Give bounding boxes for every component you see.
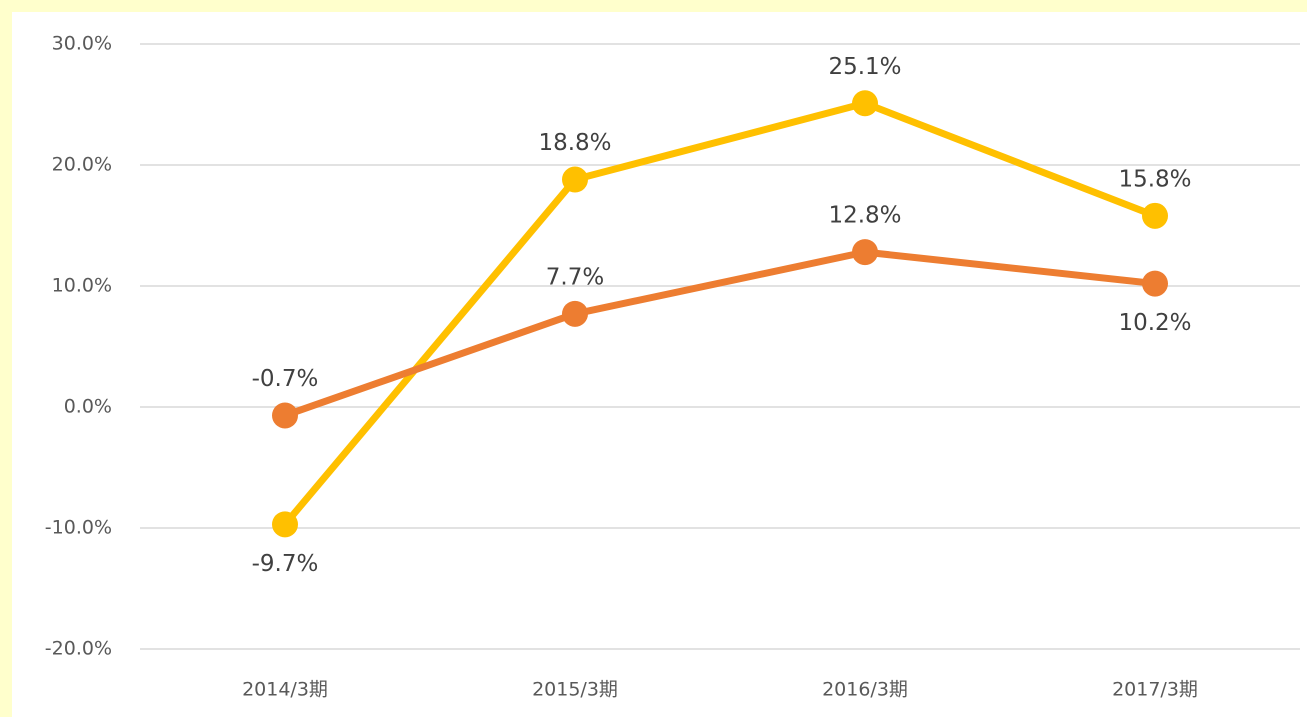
data-label: 18.8% bbox=[538, 130, 611, 156]
marker bbox=[852, 239, 878, 266]
data-label: 12.8% bbox=[828, 203, 901, 229]
y-tick-label: 0.0% bbox=[64, 396, 112, 418]
x-tick-label: 2017/3期 bbox=[1112, 679, 1198, 701]
y-tick-label: 30.0% bbox=[52, 33, 112, 55]
marker bbox=[1142, 270, 1168, 297]
data-label: 7.7% bbox=[546, 264, 604, 290]
marker bbox=[272, 511, 298, 538]
chart-area bbox=[12, 12, 1307, 717]
marker bbox=[272, 402, 298, 429]
marker bbox=[562, 166, 588, 193]
marker bbox=[852, 90, 878, 117]
x-tick-label: 2015/3期 bbox=[532, 679, 618, 701]
y-tick-label: -10.0% bbox=[45, 517, 112, 539]
y-tick-label: 20.0% bbox=[52, 154, 112, 176]
y-tick-label: 10.0% bbox=[52, 275, 112, 297]
data-label: -9.7% bbox=[252, 551, 319, 577]
data-label: -0.7% bbox=[252, 366, 319, 392]
data-label: 15.8% bbox=[1118, 166, 1191, 192]
data-label: 10.2% bbox=[1118, 310, 1191, 336]
marker bbox=[562, 300, 588, 327]
x-tick-label: 2014/3期 bbox=[242, 679, 328, 701]
x-tick-label: 2016/3期 bbox=[822, 679, 908, 701]
y-tick-label: -20.0% bbox=[45, 638, 112, 660]
marker bbox=[1142, 202, 1168, 229]
line bbox=[283, 248, 1156, 419]
line bbox=[282, 99, 1157, 527]
data-label: 25.1% bbox=[828, 54, 901, 80]
